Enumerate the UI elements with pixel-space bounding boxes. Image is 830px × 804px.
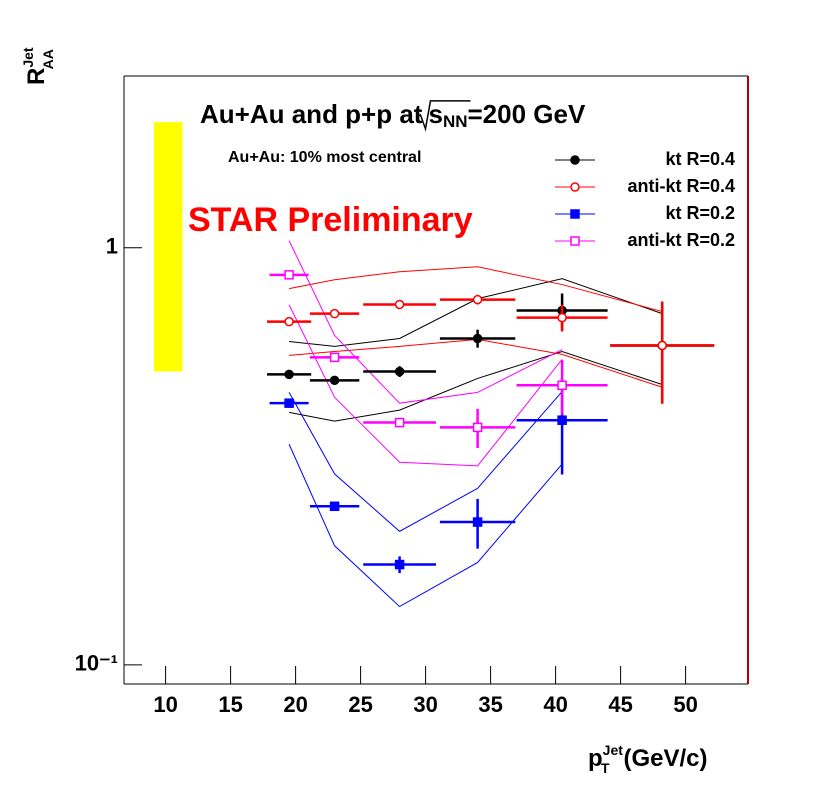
chart-title: Au+Au and p+p at sNN=200 GeV (200, 99, 586, 132)
systematic-band (288, 391, 563, 532)
data-point (472, 294, 483, 305)
data-point (394, 366, 405, 377)
data-point (329, 308, 340, 319)
data-point (657, 340, 667, 351)
systematic-band (289, 350, 663, 422)
legend-label: kt R=0.2 (665, 203, 735, 223)
legend-marker (570, 209, 580, 219)
data-point (557, 312, 567, 323)
x-tick-label: 10 (153, 692, 177, 717)
systematic-band (288, 240, 563, 404)
data-point (284, 270, 294, 280)
sqrt-sign (416, 100, 471, 132)
legend-marker (570, 182, 580, 192)
systematic-band (289, 338, 663, 388)
data-point (284, 369, 294, 380)
x-tick-label: 45 (608, 692, 632, 717)
x-tick-label: 25 (348, 692, 372, 717)
x-axis-label: pJet T (GeV/c) (588, 742, 708, 776)
subtitle: Au+Au: 10% most central (228, 149, 421, 166)
data-point (472, 422, 483, 433)
data-point (329, 352, 340, 363)
data-point (284, 398, 294, 408)
x-tick-label: 20 (283, 692, 307, 717)
data-point (394, 299, 405, 310)
x-tick-label: 30 (413, 692, 437, 717)
data-point (472, 517, 483, 527)
norm-band (153, 122, 183, 372)
data-point (557, 415, 567, 425)
y-axis-label: RJet AA (20, 47, 56, 85)
data-point (329, 375, 340, 386)
x-tick-label: 15 (218, 692, 242, 717)
x-tick-label: 40 (543, 692, 567, 717)
x-tick-label: 35 (478, 692, 502, 717)
data-point (557, 380, 567, 391)
x-tick-label: 50 (673, 692, 697, 717)
legend-label: anti-kt R=0.2 (627, 230, 735, 250)
data-point (472, 333, 483, 344)
y-tick-label: 10⁻¹ (75, 651, 118, 676)
data-point (329, 501, 340, 512)
data-point (284, 316, 294, 327)
annotation: STAR Preliminary (188, 201, 473, 239)
legend-marker (570, 236, 580, 246)
data-point (394, 417, 405, 428)
systematic-band (288, 304, 563, 467)
legend-marker (570, 155, 580, 165)
y-tick-label: 1 (106, 234, 118, 259)
systematic-band (288, 444, 563, 608)
legend-label: anti-kt R=0.4 (627, 176, 735, 196)
legend-label: kt R=0.4 (665, 149, 735, 169)
data-point (394, 559, 405, 570)
systematic-band (289, 266, 663, 313)
systematic-band (289, 278, 663, 347)
